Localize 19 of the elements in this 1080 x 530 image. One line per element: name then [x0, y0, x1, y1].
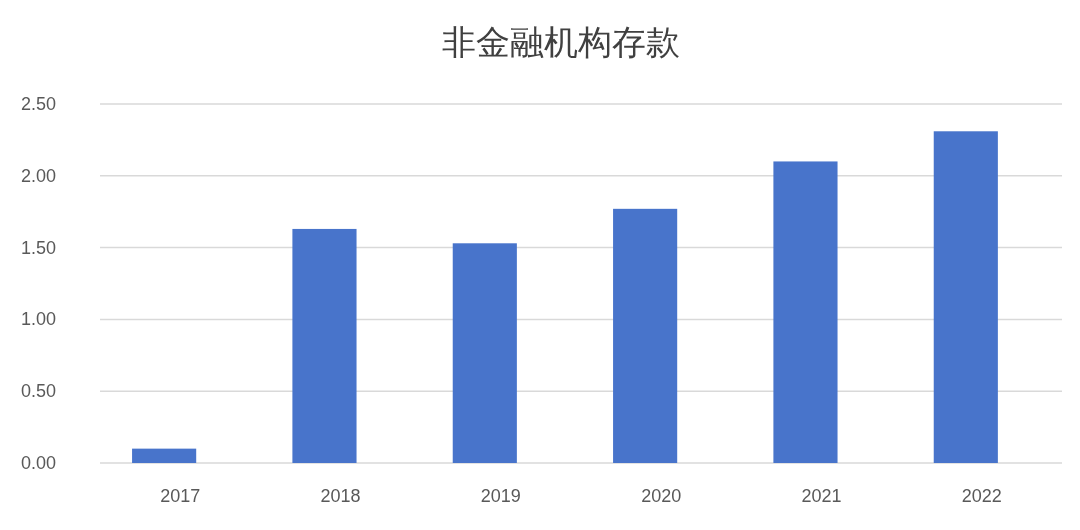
y-tick-label: 2.00: [20, 165, 56, 186]
bar: [132, 448, 197, 463]
y-tick-label: 0.00: [20, 453, 56, 473]
x-tick-label: 2020: [641, 486, 682, 506]
x-tick-label: 2017: [160, 486, 201, 506]
y-tick-label: 0.50: [20, 381, 56, 402]
x-tick-label: 2018: [320, 486, 361, 506]
x-tick-label: 2021: [801, 486, 842, 506]
y-tick-label: 1.50: [20, 237, 56, 258]
y-tick-label: 2.50: [20, 94, 56, 114]
x-tick-label: 2022: [961, 486, 1002, 506]
bar: [933, 131, 998, 463]
bar: [613, 208, 678, 463]
chart-title: 非金融机构存款: [442, 24, 680, 61]
bar: [452, 243, 517, 463]
x-tick-label: 2019: [480, 486, 521, 506]
bar: [773, 161, 838, 463]
bar: [292, 228, 357, 463]
y-tick-label: 1.00: [20, 309, 56, 330]
